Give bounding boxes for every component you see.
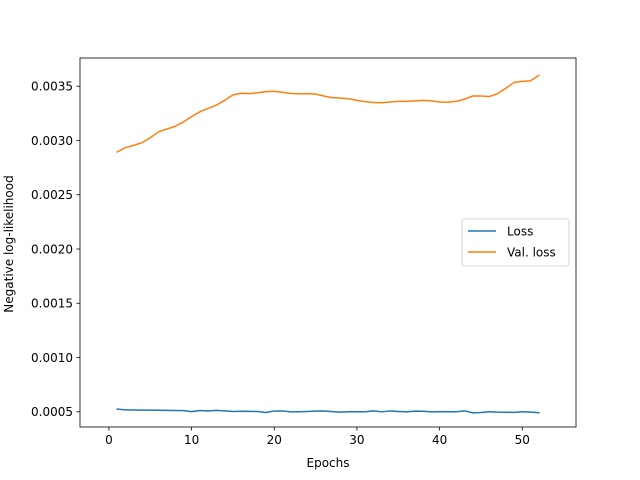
y-tick-label-1: 0.0010: [31, 351, 73, 365]
legend-label-1: Val. loss: [507, 245, 556, 259]
x-tick-label-1: 10: [184, 433, 199, 447]
y-tick-label-5: 0.0030: [31, 134, 73, 148]
y-tick-label-4: 0.0025: [31, 188, 73, 202]
y-tick-label-0: 0.0005: [31, 405, 73, 419]
x-tick-label-0: 0: [105, 433, 113, 447]
y-axis-label: Negative log-likelihood: [2, 175, 16, 312]
x-axis-label: Epochs: [307, 456, 350, 470]
series-line-0: [116, 408, 540, 414]
y-tick-label-6: 0.0035: [31, 80, 73, 94]
series-line-1: [116, 74, 540, 153]
series-layer: [116, 74, 540, 414]
x-tick-label-4: 40: [432, 433, 447, 447]
legend: Loss Val. loss: [461, 218, 570, 267]
legend-label-0: Loss: [507, 224, 533, 238]
y-tick-label-2: 0.0015: [31, 297, 73, 311]
x-tick-label-3: 30: [349, 433, 364, 447]
y-tick-label-3: 0.0020: [31, 242, 73, 256]
axes-layer: 0 10 20 30 40 50 0.0005 0.0010 0.0015 0.0020 0.002…: [31, 57, 577, 447]
axes-frame: [79, 57, 577, 428]
x-tick-label-5: 50: [515, 433, 530, 447]
x-tick-label-2: 20: [267, 433, 282, 447]
